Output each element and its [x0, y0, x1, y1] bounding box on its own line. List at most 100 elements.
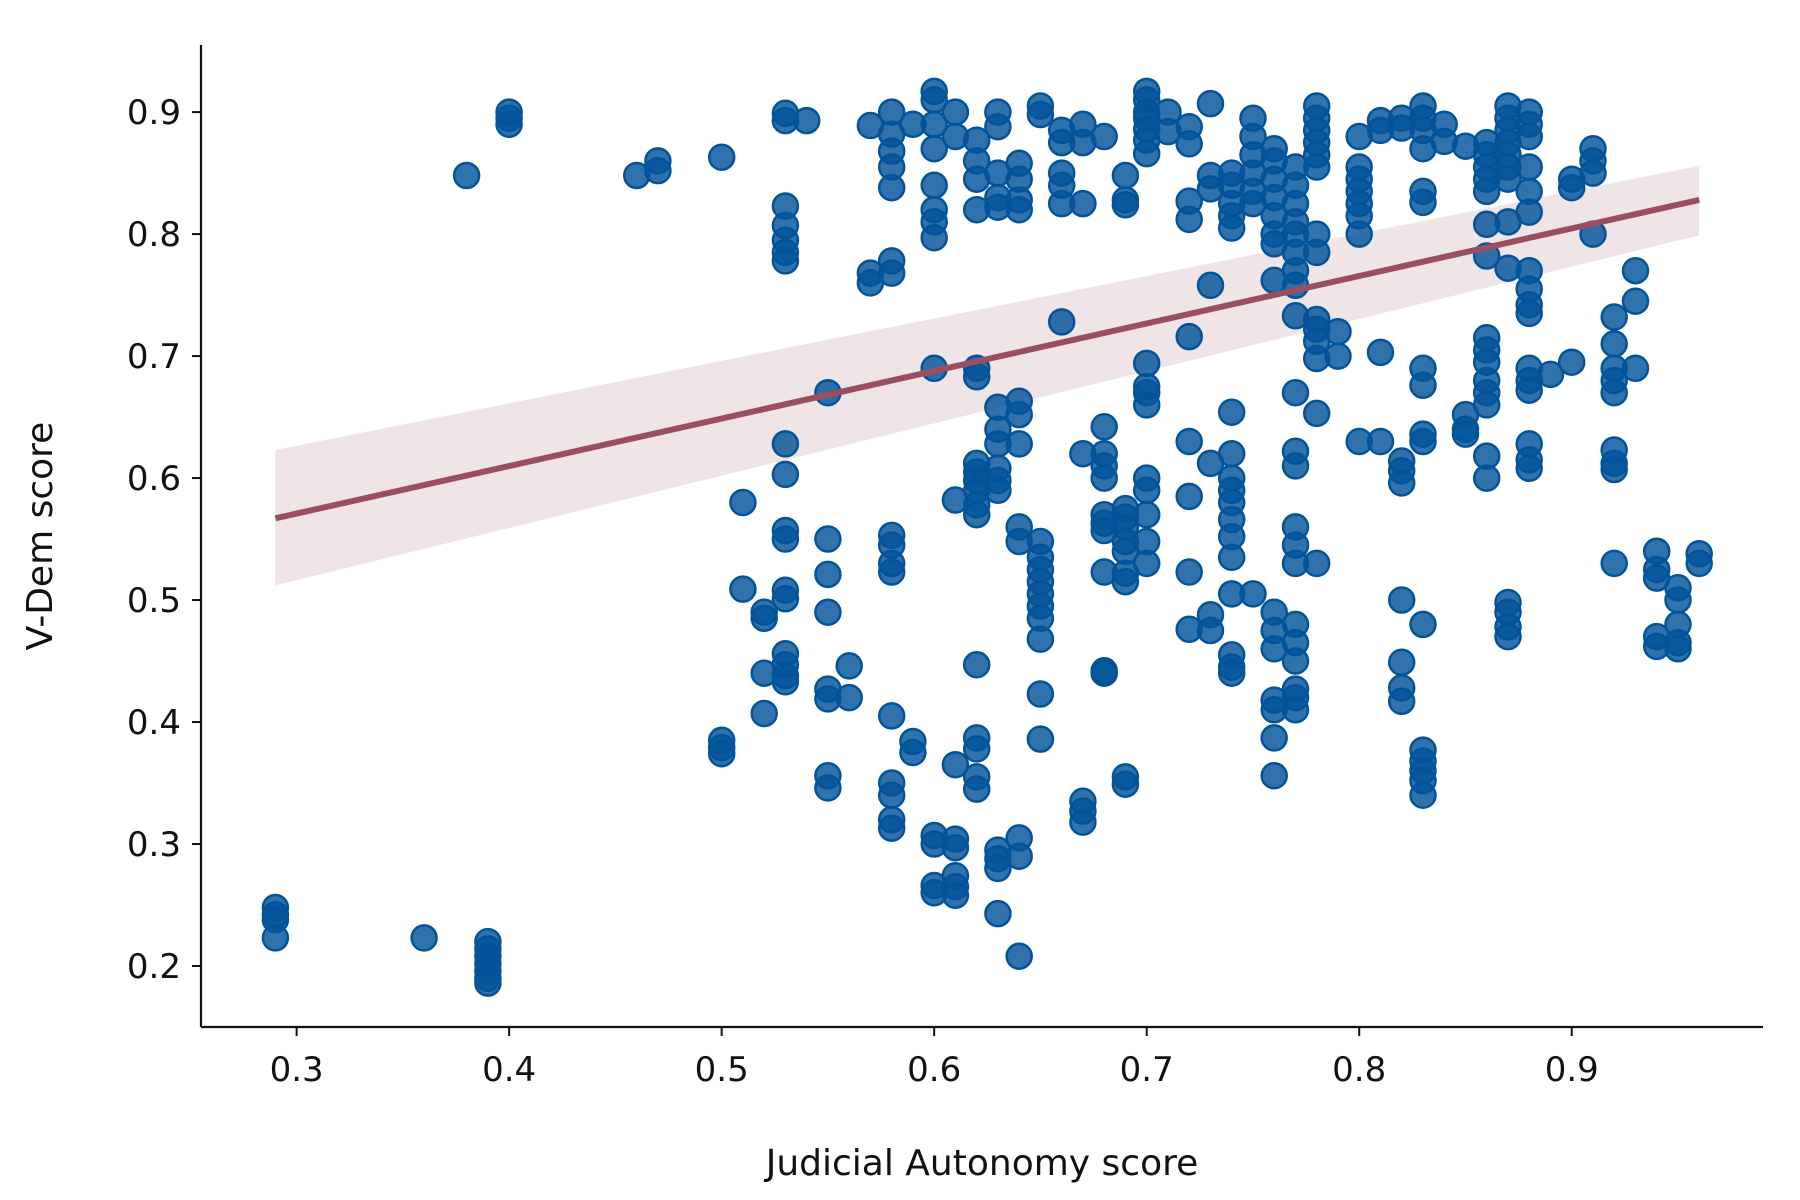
data-point	[1515, 454, 1543, 483]
y-tick-label: 0.4	[127, 703, 181, 743]
data-point	[1281, 378, 1310, 407]
y-tick-label: 0.5	[127, 581, 181, 621]
data-point	[1026, 680, 1055, 708]
data-point	[984, 854, 1012, 883]
data-point	[1260, 724, 1288, 752]
data-point	[1494, 622, 1522, 651]
data-point	[1494, 165, 1522, 193]
data-points-layer	[261, 77, 1713, 997]
regression-line	[274, 196, 1700, 522]
data-point	[1239, 580, 1267, 608]
data-point	[1069, 808, 1097, 836]
data-point	[1366, 338, 1395, 367]
data-point	[1515, 122, 1543, 151]
data-point	[750, 604, 778, 633]
y-tick-label: 0.9	[127, 93, 181, 133]
data-point	[1132, 500, 1161, 529]
data-point	[1175, 482, 1203, 511]
data-point	[877, 814, 906, 842]
data-point	[962, 650, 991, 679]
data-point	[1196, 271, 1225, 300]
data-point	[1600, 330, 1628, 358]
data-point	[814, 525, 842, 553]
data-point	[1621, 256, 1650, 285]
data-point	[1005, 942, 1033, 970]
data-point	[1217, 439, 1246, 468]
data-point	[1387, 586, 1416, 614]
data-point	[1090, 464, 1118, 492]
data-point	[1069, 189, 1097, 218]
data-point	[750, 699, 778, 728]
data-point	[1472, 177, 1501, 206]
data-point	[1217, 659, 1246, 687]
data-point	[1387, 648, 1416, 677]
axes	[199, 45, 1763, 1029]
data-point	[261, 924, 290, 952]
data-point	[984, 899, 1012, 928]
data-point	[1600, 455, 1628, 484]
data-point	[1281, 452, 1310, 480]
data-point	[729, 575, 757, 603]
data-point	[1132, 349, 1161, 378]
data-point	[771, 585, 800, 613]
data-point	[1217, 543, 1246, 572]
y-tick-label: 0.6	[127, 459, 181, 499]
data-point	[1515, 198, 1543, 226]
data-point	[814, 774, 842, 802]
data-point	[1175, 427, 1203, 456]
data-point	[1536, 360, 1565, 389]
data-point	[920, 171, 948, 200]
data-point	[1132, 139, 1161, 168]
data-point	[1387, 687, 1416, 716]
data-point	[1047, 308, 1076, 336]
data-point	[941, 881, 970, 910]
data-point	[877, 259, 906, 287]
data-point	[941, 833, 970, 862]
data-point	[1132, 549, 1161, 578]
data-point	[1472, 391, 1501, 419]
data-point	[814, 560, 842, 589]
data-point	[1175, 322, 1203, 351]
data-point	[1302, 399, 1331, 428]
data-point	[1621, 354, 1650, 383]
data-point	[1515, 299, 1543, 328]
data-point	[1281, 647, 1310, 675]
data-point	[1175, 205, 1203, 234]
data-point	[1345, 220, 1373, 248]
data-point	[1600, 378, 1628, 407]
data-point	[1302, 153, 1331, 181]
data-point	[771, 247, 800, 275]
data-point	[1175, 130, 1203, 158]
data-point	[1217, 398, 1246, 426]
data-point	[1090, 122, 1118, 151]
data-point	[771, 525, 800, 553]
data-point	[1111, 567, 1140, 596]
data-point	[707, 143, 736, 171]
data-point	[941, 750, 970, 779]
data-point	[729, 488, 757, 517]
data-point	[899, 738, 927, 767]
data-point	[1409, 610, 1437, 639]
data-point	[1664, 635, 1692, 663]
data-point	[984, 112, 1012, 141]
data-point	[1260, 761, 1288, 790]
data-point	[877, 702, 906, 730]
data-point	[771, 430, 800, 458]
data-point	[877, 781, 906, 809]
data-point	[835, 652, 863, 680]
data-point	[1451, 420, 1480, 448]
data-point	[962, 775, 991, 803]
data-point	[452, 161, 481, 190]
data-point	[1302, 238, 1331, 267]
x-tick-label: 0.3	[270, 1050, 324, 1090]
data-point	[1409, 371, 1437, 400]
data-point	[1557, 348, 1586, 376]
data-point	[410, 924, 438, 952]
data-point	[1005, 195, 1033, 224]
data-point	[1026, 100, 1055, 129]
data-point	[1600, 549, 1628, 578]
data-point	[644, 156, 672, 185]
regression-line-layer	[274, 196, 1700, 522]
data-point	[1111, 161, 1140, 190]
